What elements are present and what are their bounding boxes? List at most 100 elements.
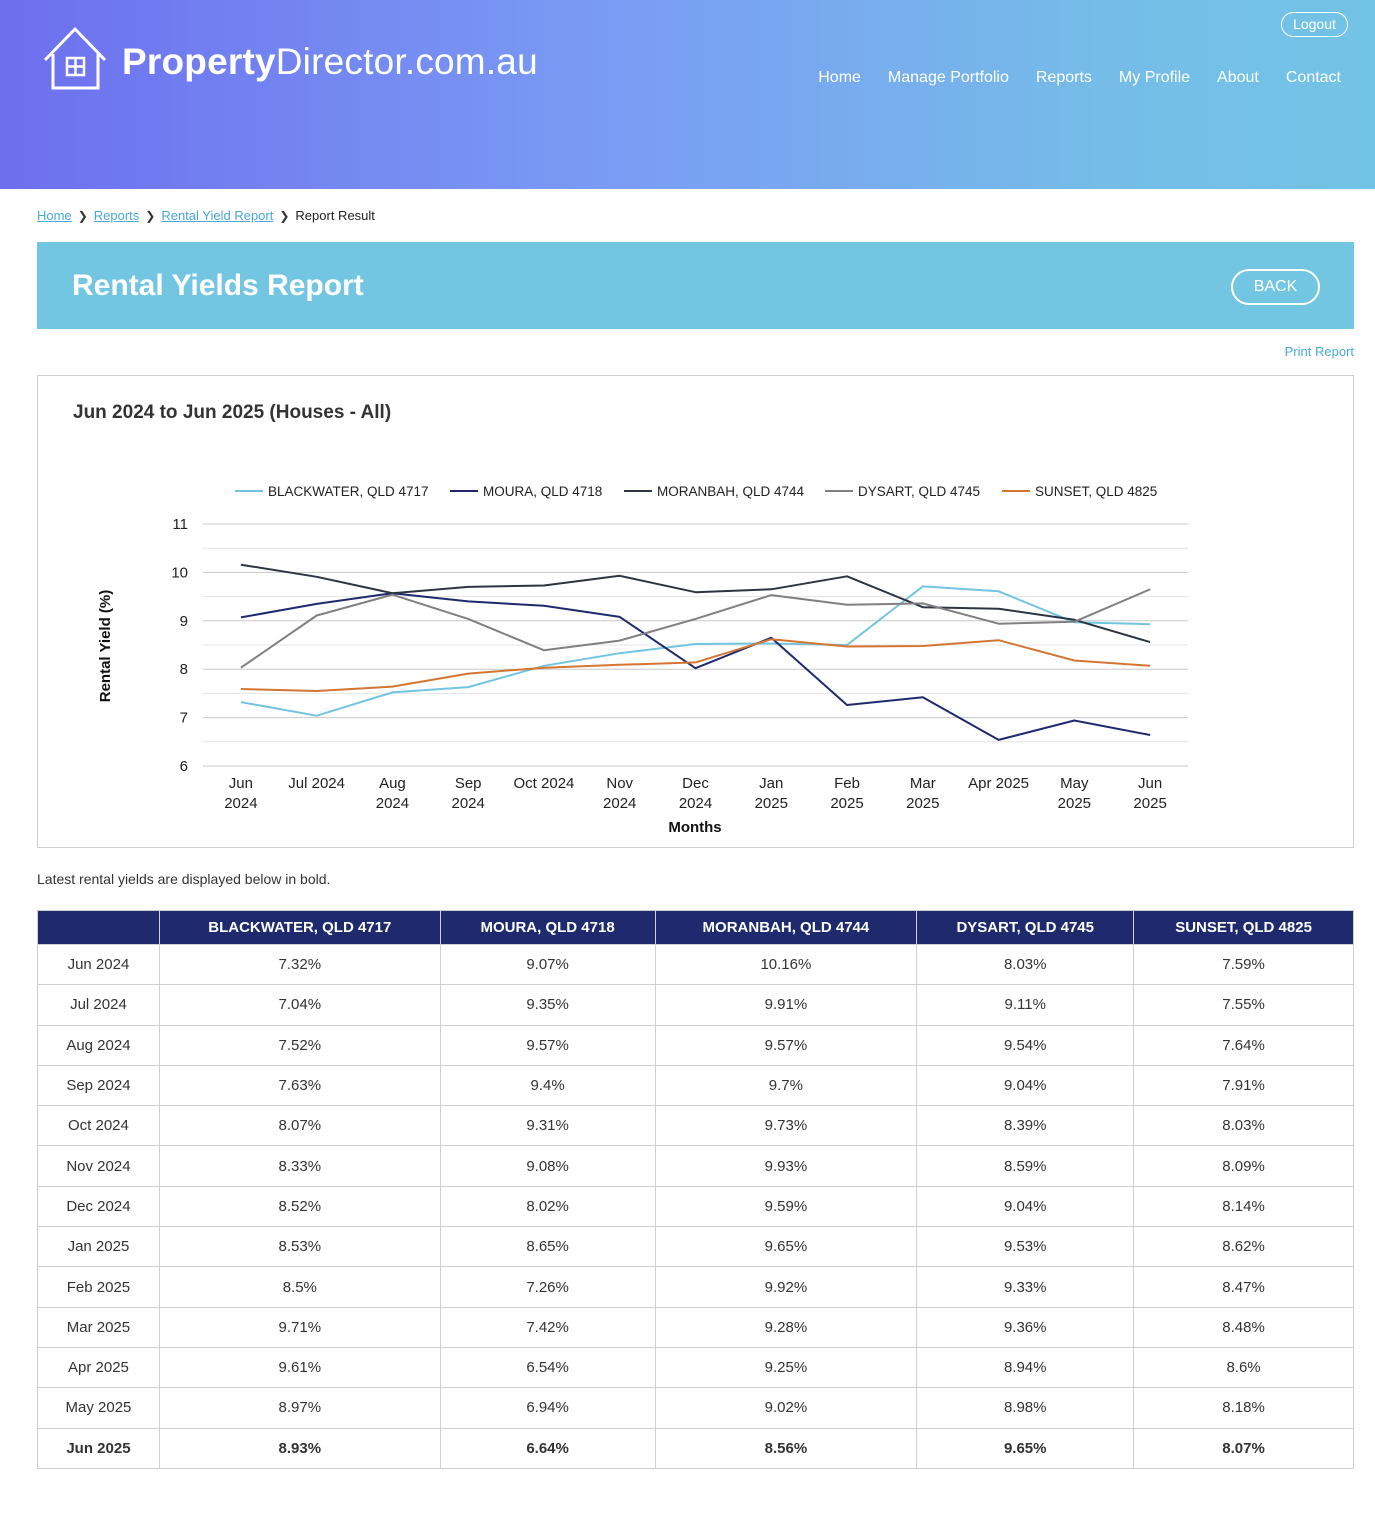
table-row: Jun 2025 8.93% 6.64% 8.56% 9.65% 8.07% [37,1427,1354,1469]
back-button[interactable]: BACK [1231,269,1320,305]
x-tick-label: Jun [229,775,253,792]
table-yield-cell: 8.07% [1133,1427,1354,1469]
table-yield-cell: 8.98% [916,1387,1135,1429]
table-yield-cell: 9.02% [654,1387,918,1429]
table-yield-cell: 7.55% [1133,984,1354,1026]
nav-home[interactable]: Home [818,69,861,86]
table-yield-cell: 7.64% [1133,1024,1354,1066]
site-logo-text: PropertyDirector.com.au [122,43,538,80]
x-tick-label: 2025 [906,795,939,812]
table-row: Mar 2025 9.71% 7.42% 9.28% 9.36% 8.48% [37,1306,1354,1348]
nav-about[interactable]: About [1217,69,1259,86]
table-yield-cell: 9.04% [916,1064,1135,1107]
table-row: Jun 2024 7.32% 9.07% 10.16% 8.03% 7.59% [37,943,1354,986]
y-tick-label: 6 [180,758,188,775]
table-yield-cell: 9.92% [654,1266,918,1308]
table-yield-cell: 9.08% [439,1145,656,1187]
y-tick-label: 11 [172,516,188,533]
table-row: Feb 2025 8.5% 7.26% 9.92% 9.33% 8.47% [37,1266,1354,1308]
logo-rest-text: Director.com.au [275,40,538,82]
x-tick-label: Apr 2025 [968,775,1029,792]
table-yield-cell: 7.04% [158,984,441,1026]
table-month-cell: Jun 2025 [37,1427,160,1469]
breadcrumb-reports-link[interactable]: Reports [93,208,140,223]
table-yield-cell: 8.65% [439,1226,656,1268]
table-yield-cell: 8.59% [916,1145,1135,1187]
logo-bold-text: Property [122,40,276,82]
nav-reports[interactable]: Reports [1035,69,1092,86]
chevron-right-icon: ❯ [279,208,290,223]
nav-contact[interactable]: Contact [1285,69,1341,86]
table-month-cell: May 2025 [37,1387,160,1429]
x-tick-label: Mar [910,775,936,792]
table-yield-cell: 9.73% [654,1105,918,1147]
table-yield-cell: 8.56% [654,1427,918,1469]
table-month-cell: Feb 2025 [37,1266,160,1308]
table-row: Sep 2024 7.63% 9.4% 9.7% 9.04% 7.91% [37,1064,1354,1107]
x-tick-label: Jan [759,775,783,792]
table-yield-cell: 6.54% [439,1346,656,1389]
table-yield-cell: 6.94% [439,1387,656,1429]
house-logo-icon [43,27,107,90]
legend-label: MOURA, QLD 4718 [483,484,602,499]
x-tick-label: Nov [606,775,633,792]
table-yield-cell: 9.65% [654,1226,918,1268]
table-header-cell: BLACKWATER, QLD 4717 [158,910,441,945]
table-month-cell: Nov 2024 [37,1145,160,1187]
x-tick-label: 2025 [830,795,863,812]
table-yield-cell: 8.6% [1133,1346,1354,1389]
table-yield-cell: 8.52% [158,1185,441,1228]
rental-yield-line-chart: 6 7 8 9 10 11 Rental Yield (%) Jun 2024 Jul 2024 A… [97,484,1188,836]
x-tick-label: 2024 [452,795,485,812]
table-yield-cell: 9.35% [439,984,656,1026]
table-yield-cell: 9.91% [654,984,918,1026]
y-axis-label: Rental Yield (%) [97,590,114,703]
table-month-cell: Jun 2024 [37,943,160,986]
table-month-cell: Apr 2025 [37,1346,160,1389]
logout-button[interactable]: Logout [1281,12,1348,37]
x-tick-label: 2024 [679,795,712,812]
table-yield-cell: 9.36% [916,1306,1135,1348]
table-header-cell: MORANBAH, QLD 4744 [654,910,918,945]
table-yield-cell: 8.53% [158,1226,441,1268]
table-month-cell: Dec 2024 [37,1185,160,1228]
x-axis-label: Months [668,819,721,836]
site-header: PropertyDirector.com.au Logout Home Mana… [0,0,1375,189]
table-yield-cell: 9.59% [654,1185,918,1228]
table-body: Jun 2024 7.32% 9.07% 10.16% 8.03% 7.59% Jul 20… [37,943,1354,1469]
x-tick-label: 2025 [755,795,788,812]
table-yield-cell: 7.59% [1133,943,1354,986]
table-yield-cell: 7.32% [158,943,441,986]
x-tick-label: Jun [1138,775,1162,792]
table-yield-cell: 9.28% [654,1306,918,1348]
table-yield-cell: 8.07% [158,1105,441,1147]
table-yield-cell: 8.03% [916,943,1135,986]
table-yield-cell: 9.33% [916,1266,1135,1308]
x-tick-label: Dec [682,775,709,792]
table-yield-cell: 9.4% [439,1064,656,1107]
print-report-link[interactable]: Print Report [1284,344,1354,359]
x-tick-label: Sep [455,775,482,792]
x-tick-label: Aug [379,775,406,792]
nav-manage-portfolio[interactable]: Manage Portfolio [887,69,1009,86]
table-yield-cell: 8.5% [158,1266,441,1308]
table-yield-cell: 8.62% [1133,1226,1354,1268]
table-header-cell: DYSART, QLD 4745 [916,910,1135,945]
yields-table: BLACKWATER, QLD 4717 MOURA, QLD 4718 MOR… [37,910,1354,1469]
table-yield-cell: 8.48% [1133,1306,1354,1348]
table-yield-cell: 9.54% [916,1024,1135,1066]
x-tick-label: 2025 [1133,795,1166,812]
table-month-cell: Oct 2024 [37,1105,160,1147]
table-row: Oct 2024 8.07% 9.31% 9.73% 8.39% 8.03% [37,1105,1354,1147]
table-month-cell: Jul 2024 [37,984,160,1026]
page-title-bar: Rental Yields Report BACK [37,242,1354,329]
table-yield-cell: 9.04% [916,1185,1135,1228]
table-yield-cell: 6.64% [439,1427,656,1469]
table-yield-cell: 8.02% [439,1185,656,1228]
breadcrumb-rental-yield-link[interactable]: Rental Yield Report [161,208,274,223]
table-month-cell: Mar 2025 [37,1306,160,1348]
site-logo[interactable]: PropertyDirector.com.au [42,24,538,92]
breadcrumb-home-link[interactable]: Home [37,208,72,223]
nav-my-profile[interactable]: My Profile [1118,69,1191,86]
chevron-right-icon: ❯ [145,208,156,223]
